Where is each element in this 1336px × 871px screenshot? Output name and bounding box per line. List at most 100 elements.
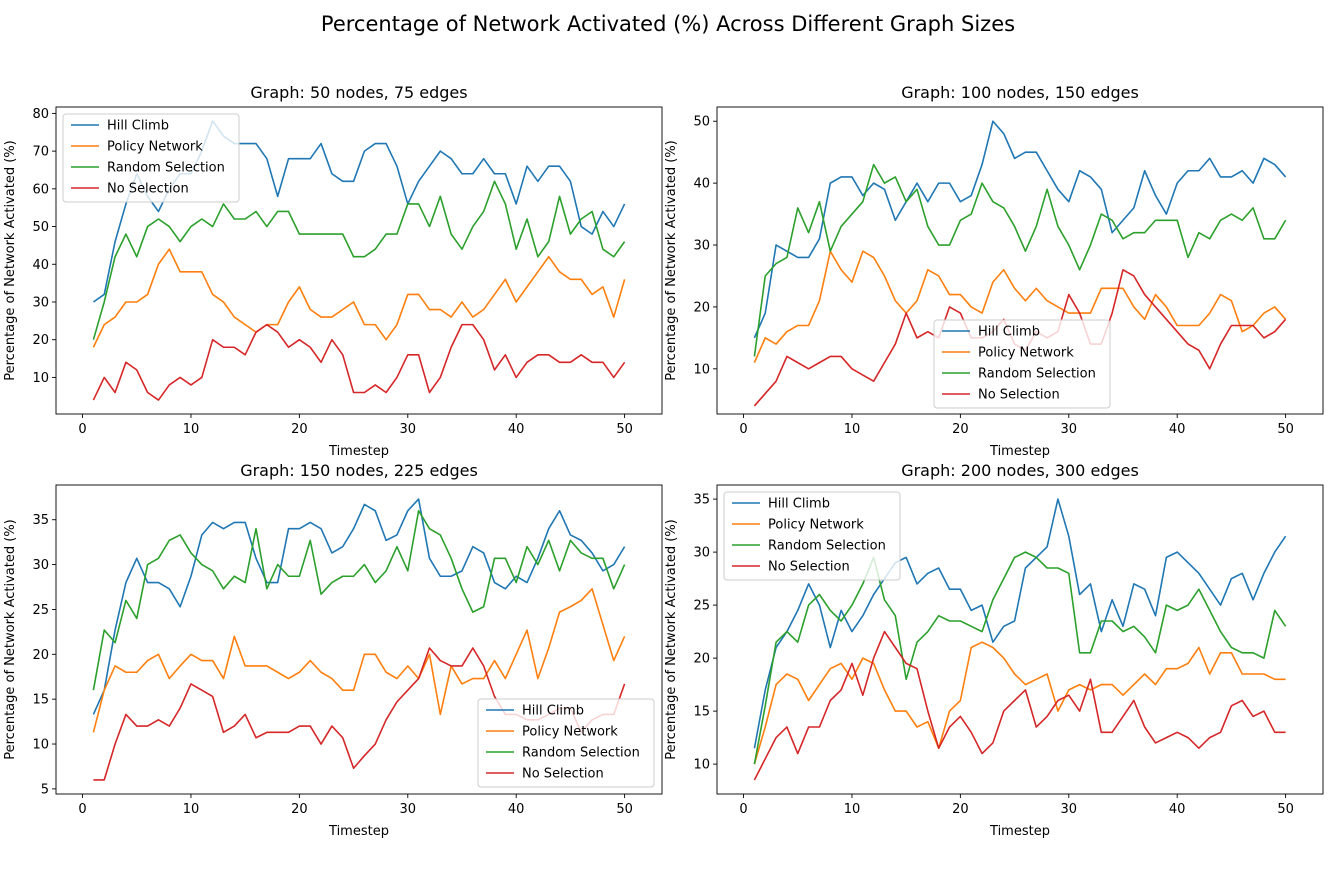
x-tick-label: 10	[844, 802, 861, 817]
x-tick-label: 40	[1169, 422, 1186, 437]
series-line-hill-climb	[92, 498, 626, 715]
subplot-title: Graph: 50 nodes, 75 edges	[250, 83, 467, 102]
x-tick-label: 40	[508, 802, 525, 817]
subplot-3: 0 10 20 30 40 50 5 10 15 20 25 30 35 Graph: 150 nodes…	[3, 461, 663, 839]
series-line-no-selection	[92, 323, 626, 401]
legend-label: Random Selection	[768, 539, 886, 554]
y-tick-label: 40	[693, 177, 710, 192]
y-tick-label: 5	[41, 782, 49, 797]
figure-title: Percentage of Network Activated (%) Acro…	[320, 12, 1016, 36]
y-tick-label: 10	[693, 362, 710, 377]
axes-frame	[55, 106, 663, 415]
y-tick-label: 50	[693, 115, 710, 130]
y-axis-label: Percentage of Network Activated (%)	[664, 140, 679, 381]
series-line-random-selection	[753, 163, 1287, 357]
legend-label: Hill Climb	[107, 119, 169, 134]
legend-label: Policy Network	[978, 346, 1074, 361]
x-tick-label: 0	[78, 802, 86, 817]
x-tick-label: 20	[952, 802, 969, 817]
legend-label: No Selection	[522, 767, 604, 782]
axes-frame	[55, 484, 663, 795]
x-tick-label: 30	[400, 802, 417, 817]
series-line-no-selection	[753, 630, 1286, 781]
series-line-policy-network	[753, 641, 1286, 765]
subplot-title: Graph: 100 nodes, 150 edges	[901, 83, 1139, 102]
x-tick-label: 50	[1277, 802, 1294, 817]
legend-label: Hill Climb	[522, 704, 584, 719]
y-tick-label: 15	[32, 693, 49, 708]
series-line-random-selection	[92, 180, 626, 340]
series-line-hill-climb	[753, 498, 1287, 749]
legend: Hill Climb Policy Network Random Selection…	[723, 491, 901, 581]
y-tick-label: 10	[32, 738, 49, 753]
x-axis-label: Timestep	[328, 444, 389, 459]
y-tick-label: 80	[32, 107, 49, 122]
y-tick-label: 20	[693, 300, 710, 315]
legend-label: Random Selection	[978, 367, 1096, 382]
legend-label: No Selection	[978, 388, 1060, 403]
x-tick-label: 50	[1277, 422, 1294, 437]
x-tick-label: 30	[1061, 802, 1078, 817]
y-tick-label: 20	[32, 333, 49, 348]
y-tick-label: 30	[693, 239, 710, 254]
x-tick-label: 30	[1061, 422, 1078, 437]
series-line-policy-network	[753, 250, 1287, 363]
y-axis-label: Percentage of Network Activated (%)	[3, 140, 18, 381]
series-line-policy-network	[92, 248, 626, 348]
y-axis-label: Percentage of Network Activated (%)	[664, 519, 679, 760]
y-tick-label: 10	[32, 371, 49, 386]
legend-box	[477, 698, 655, 788]
y-tick-label: 25	[693, 599, 710, 614]
y-tick-label: 35	[693, 493, 710, 508]
series-line-random-selection	[92, 509, 626, 691]
subplot-title: Graph: 200 nodes, 300 edges	[901, 461, 1139, 480]
x-tick-label: 50	[616, 422, 633, 437]
axes-frame	[716, 106, 1324, 415]
x-axis-label: Timestep	[328, 824, 389, 839]
legend: Hill Climb Policy Network Random Selection…	[477, 698, 655, 788]
x-tick-label: 10	[183, 802, 200, 817]
legend-box	[933, 319, 1111, 409]
x-axis-label: Timestep	[989, 444, 1050, 459]
legend-label: No Selection	[768, 560, 850, 575]
y-tick-label: 15	[693, 705, 710, 720]
subplot-2: 0 10 20 30 40 50 10 20 30 40 50 Graph: 100 nodes, 1…	[664, 83, 1324, 459]
y-axis-label: Percentage of Network Activated (%)	[3, 519, 18, 760]
legend-label: Policy Network	[107, 140, 203, 155]
x-tick-label: 10	[844, 422, 861, 437]
y-tick-label: 60	[32, 182, 49, 197]
subplot-4: 0 10 20 30 40 50 10 15 20 25 30 35 Graph: 200 nodes,…	[664, 461, 1324, 839]
y-tick-label: 35	[32, 513, 49, 528]
y-tick-label: 30	[693, 546, 710, 561]
y-tick-label: 30	[32, 295, 49, 310]
legend-label: Policy Network	[768, 518, 864, 533]
y-tick-label: 25	[32, 603, 49, 618]
x-tick-label: 40	[508, 422, 525, 437]
legend-box	[62, 113, 240, 203]
y-tick-label: 50	[32, 220, 49, 235]
y-tick-label: 10	[693, 758, 710, 773]
legend-label: Hill Climb	[978, 325, 1040, 340]
legend-label: No Selection	[107, 182, 189, 197]
series-line-hill-climb	[753, 120, 1287, 339]
x-tick-label: 40	[1169, 802, 1186, 817]
legend-label: Random Selection	[522, 746, 640, 761]
x-tick-label: 20	[952, 422, 969, 437]
x-axis-label: Timestep	[989, 824, 1050, 839]
series-line-random-selection	[753, 551, 1287, 765]
legend-label: Hill Climb	[768, 497, 830, 512]
y-tick-label: 40	[32, 258, 49, 273]
legend: Hill Climb Policy Network Random Selection…	[62, 113, 240, 203]
x-tick-label: 0	[739, 802, 747, 817]
x-tick-label: 20	[291, 802, 308, 817]
x-tick-label: 30	[400, 422, 417, 437]
axes-frame	[716, 484, 1324, 795]
legend-box	[723, 491, 901, 581]
y-tick-label: 20	[32, 648, 49, 663]
subplot-title: Graph: 150 nodes, 225 edges	[240, 461, 478, 480]
x-tick-label: 0	[78, 422, 86, 437]
subplot-1: 0 10 20 30 40 50 10 20 30 40 50 60 70 80 Graph: 50 nod…	[3, 83, 663, 459]
y-tick-label: 20	[693, 652, 710, 667]
